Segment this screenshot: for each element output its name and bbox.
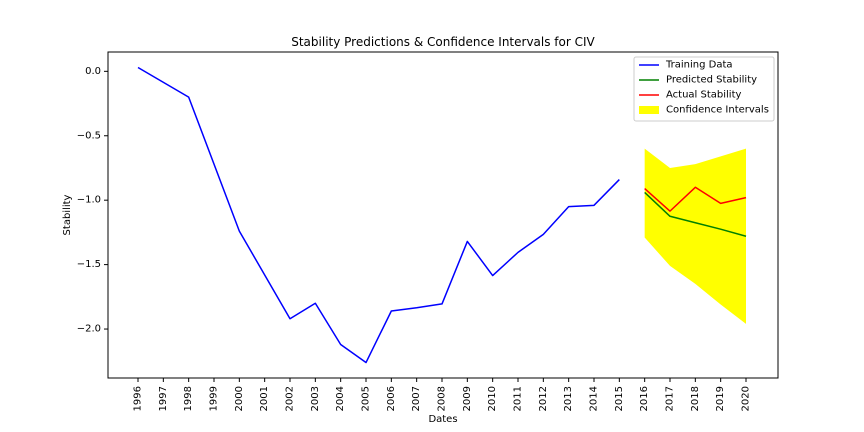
x-tick-label: 1998	[183, 386, 194, 411]
series-line-training-data	[137, 66, 620, 364]
x-tick-label: 2014	[589, 386, 600, 411]
x-tick-label: 2004	[335, 386, 346, 411]
series-lines-layer	[137, 66, 747, 364]
chart-title: Stability Predictions & Confidence Inter…	[291, 35, 595, 49]
x-tick-label: 2001	[259, 386, 270, 411]
x-tick-label: 2000	[234, 386, 245, 411]
x-tick-label: 1997	[158, 386, 169, 411]
legend-label-predicted-stability: Predicted Stability	[666, 75, 757, 86]
legend-label-training-data: Training Data	[665, 60, 733, 71]
y-tick-label: −1.5	[77, 259, 101, 270]
x-tick-label: 2016	[639, 386, 650, 411]
legend: Training Data Predicted Stability Actual S…	[633, 56, 775, 122]
x-tick-label: 2013	[563, 386, 574, 411]
x-tick-label: 2007	[411, 386, 422, 411]
x-tick-label: 2015	[614, 386, 625, 411]
legend-label-actual-stability: Actual Stability	[666, 90, 742, 101]
x-tick-label: 2008	[437, 386, 448, 411]
legend-box	[633, 56, 775, 122]
x-tick-label: 2005	[361, 386, 372, 411]
confidence-interval-band	[644, 148, 746, 324]
x-tick-label: 2003	[310, 386, 321, 411]
x-tick-label: 2010	[487, 386, 498, 411]
x-tick-label: 2017	[665, 386, 676, 411]
x-axis-title: Dates	[428, 414, 457, 425]
legend-label-confidence-intervals: Confidence Intervals	[666, 105, 769, 116]
y-axis-title: Stability	[62, 194, 73, 235]
plot-area-frame	[107, 51, 779, 379]
x-tick-label: 2012	[538, 386, 549, 411]
x-tick-label: 1999	[209, 386, 220, 411]
series-line-predicted-stability	[644, 191, 747, 237]
x-tick-label: 2020	[741, 386, 752, 411]
confidence-interval-layer	[644, 148, 746, 324]
x-tick-label: 2006	[386, 386, 397, 411]
series-line-actual-stability	[644, 186, 747, 212]
y-axis-ticks: 0.0 −0.5 −1.0 −1.5 −2.0	[77, 66, 108, 335]
legend-swatch-confidence-intervals	[639, 106, 659, 114]
x-axis-ticks: 1996 1997 1998 1999 2000 2001 2002 2003 2004 2005…	[133, 378, 752, 411]
x-tick-label: 2009	[462, 386, 473, 411]
x-tick-label: 2011	[513, 386, 524, 411]
y-tick-label: 0.0	[85, 66, 101, 77]
x-tick-label: 2002	[285, 386, 296, 411]
y-tick-label: −1.0	[77, 195, 101, 206]
x-tick-label: 2019	[715, 386, 726, 411]
x-tick-label: 1996	[133, 386, 144, 411]
y-tick-label: −0.5	[77, 130, 101, 141]
x-tick-label: 2018	[690, 386, 701, 411]
y-tick-label: −2.0	[77, 324, 101, 335]
